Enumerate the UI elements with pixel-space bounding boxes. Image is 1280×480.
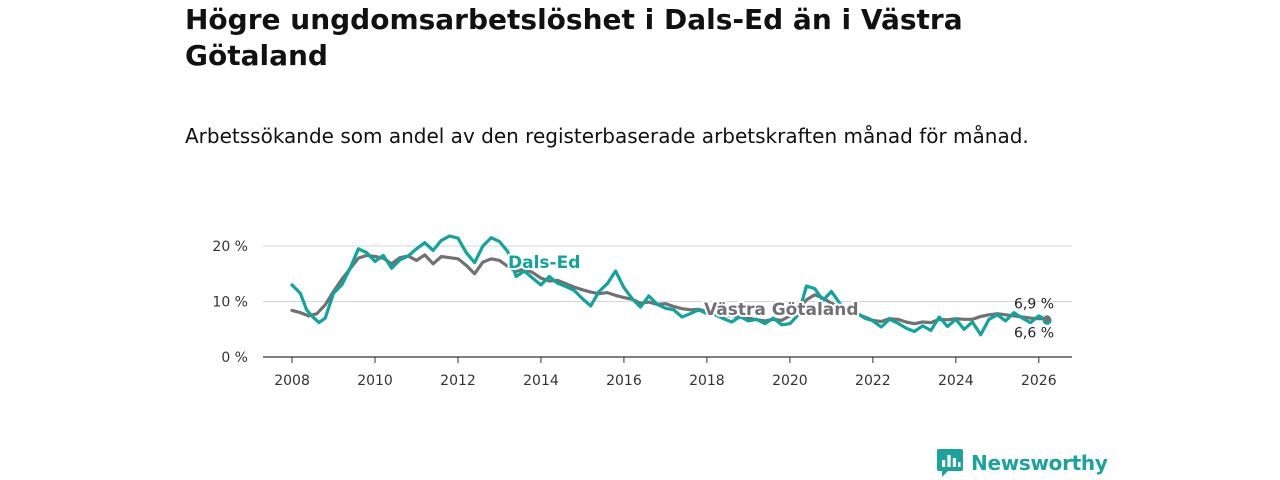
- series-line-v-stra-g-taland: [290, 253, 1049, 326]
- y-tick-label: 20 %: [212, 239, 248, 255]
- x-tick-label: 2022: [855, 373, 891, 389]
- newsworthy-logo[interactable]: Newsworthy: [936, 448, 1108, 478]
- y-tick-label: 10 %: [212, 295, 248, 311]
- series-line-dals-ed: [290, 234, 1049, 337]
- grid-layer: 0 % 10 % 20 %: [212, 239, 1072, 366]
- x-tick-label: 2014: [523, 373, 559, 389]
- series-layer: [290, 234, 1052, 337]
- end-point-vastra-gotaland: [1043, 315, 1051, 323]
- x-tick-label: 2026: [1021, 373, 1057, 389]
- series-label-dals-ed: Dals-Ed: [508, 253, 580, 273]
- x-tick-label: 2012: [440, 373, 476, 389]
- y-tick-label: 0 %: [221, 350, 248, 366]
- chart-title: Högre ungdomsarbetslöshet i Dals-Ed än i…: [185, 3, 963, 72]
- x-tick-label: 2010: [357, 373, 393, 389]
- x-tick-label: 2018: [689, 373, 725, 389]
- x-tick-label: 2020: [772, 373, 808, 389]
- newsworthy-logo-icon: [937, 449, 963, 477]
- x-axis: 2008 2010 2012 2014 2016 2018 2020 2022 2024 2026: [274, 357, 1057, 389]
- end-value-label-dals-ed: 6,6 %: [1014, 325, 1054, 341]
- newsworthy-brand-name: Newsworthy: [971, 451, 1108, 475]
- x-tick-label: 2016: [606, 373, 642, 389]
- x-tick-label: 2024: [938, 373, 974, 389]
- chart-subtitle: Arbetssökande som andel av den registerb…: [185, 124, 1029, 148]
- label-layer: 6,9 % 6,6 % Dals-Ed Västra Götaland: [506, 251, 1054, 341]
- series-label-vastra-gotaland: Västra Götaland: [704, 300, 859, 320]
- end-value-label-vastra-gotaland: 6,9 %: [1014, 297, 1054, 313]
- x-tick-label: 2008: [274, 373, 310, 389]
